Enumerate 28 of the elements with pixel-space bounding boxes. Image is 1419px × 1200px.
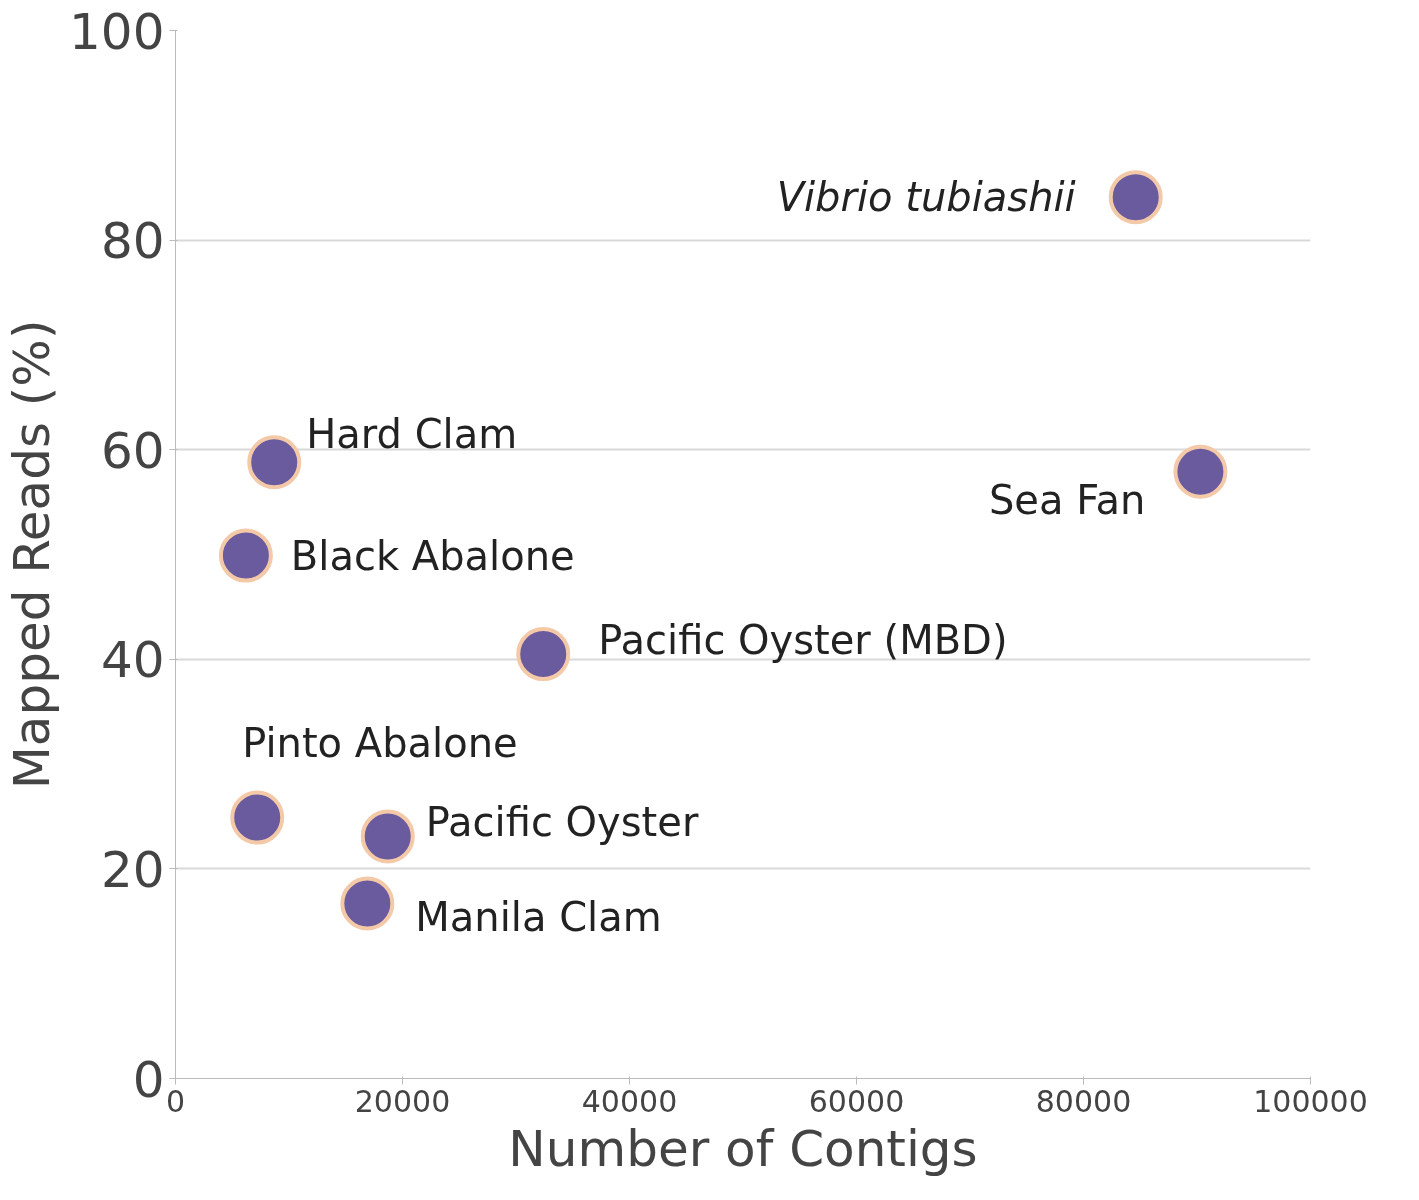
point [340,876,395,931]
annotation: Vibrio tubiashii [776,174,1076,221]
annotation: Sea Fan [988,476,1146,523]
annotation: Pinto Abalone [242,719,518,766]
x-tick-label: 80000 [1035,1083,1132,1119]
annotation: Manila Clam [415,894,662,941]
point [1173,444,1228,499]
x-tick-label: 40000 [581,1083,678,1119]
y-tick-label: 20 [100,840,165,899]
point [218,528,273,583]
point [516,627,571,682]
x-tick-label: 100000 [1253,1083,1368,1119]
y-axis-title: Mapped Reads (%) [3,319,62,790]
point [360,809,415,864]
point [247,435,302,490]
x-tick-label: 20000 [354,1083,451,1119]
x-axis-title: Number of Contigs [508,1119,978,1178]
annotation: Hard Clam [306,411,518,458]
y-tick-label: 60 [100,421,165,480]
x-tick-label: 60000 [808,1083,905,1119]
point [230,790,285,845]
annotation: Black Abalone [290,532,575,579]
y-tick-label: 100 [69,2,165,61]
annotation: Pacific Oyster (MBD) [598,617,1008,664]
y-tick-label: 40 [100,631,165,690]
y-tick-label: 80 [100,212,165,271]
point [1108,170,1163,225]
annotation: Pacific Oyster [425,799,699,846]
